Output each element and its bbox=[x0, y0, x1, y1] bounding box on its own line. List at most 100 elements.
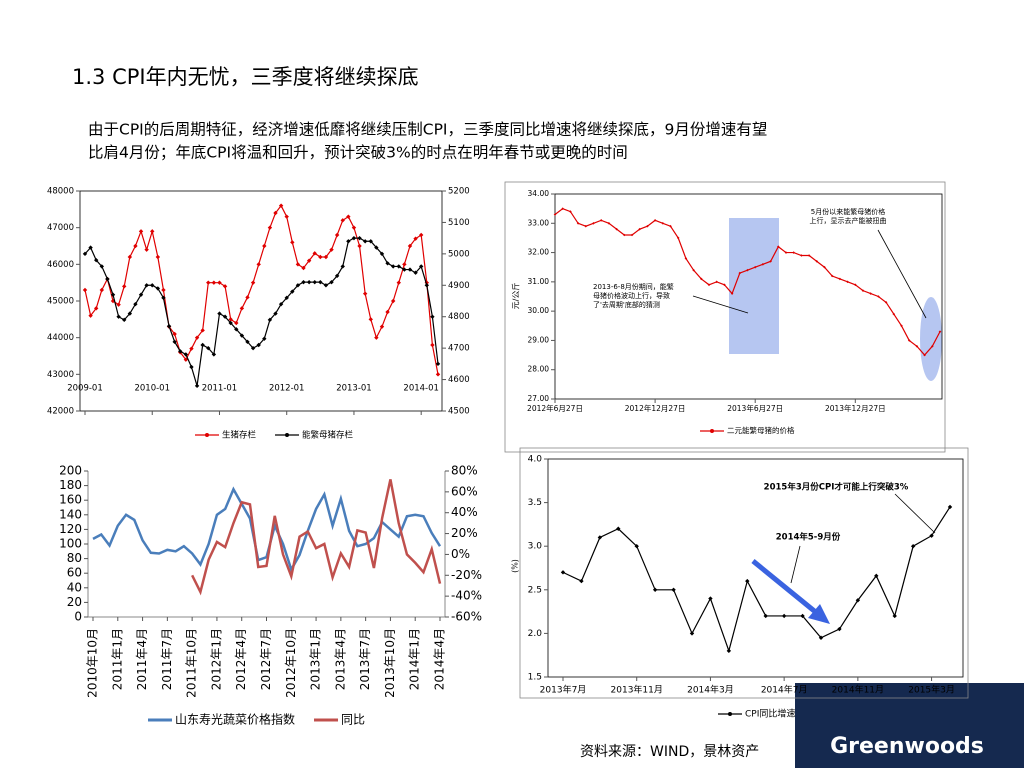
series-line bbox=[84, 204, 439, 375]
series-marker bbox=[623, 233, 626, 237]
series-marker bbox=[763, 613, 768, 619]
series-marker bbox=[278, 301, 284, 307]
series-marker bbox=[738, 271, 742, 275]
series-marker bbox=[94, 257, 99, 263]
series-marker bbox=[295, 283, 301, 288]
series-marker bbox=[250, 345, 256, 351]
series-marker bbox=[900, 324, 903, 328]
x-tick-label: 2014年1月 bbox=[408, 628, 422, 690]
x-tick-label: 2012年10月 bbox=[284, 628, 298, 698]
trend-arrow-head bbox=[808, 604, 830, 624]
series-marker bbox=[99, 287, 105, 293]
y-tick-label: 34.00 bbox=[528, 189, 550, 198]
pointer bbox=[894, 493, 936, 534]
series-marker bbox=[245, 339, 250, 345]
body-line: 比肩4月份；年底CPI将温和回升，预计突破3%的时点在明年春节或更晚的时间 bbox=[88, 144, 628, 162]
x-tick-label: 2013年7月 bbox=[358, 628, 372, 690]
series-marker bbox=[362, 291, 368, 296]
series-marker bbox=[402, 267, 407, 272]
y2-tick-label: 4500 bbox=[448, 407, 470, 417]
series-marker bbox=[273, 210, 278, 216]
series-marker bbox=[329, 247, 334, 252]
series-marker bbox=[907, 339, 911, 342]
legend-marker bbox=[728, 712, 732, 716]
series-marker bbox=[133, 243, 138, 249]
series-marker bbox=[707, 283, 711, 287]
series-marker bbox=[150, 229, 155, 234]
annotation: 2014年5-9月份 bbox=[776, 532, 841, 543]
series-marker bbox=[329, 279, 334, 285]
series-marker bbox=[553, 213, 557, 216]
y-tick-label: 45000 bbox=[47, 297, 74, 307]
series-marker bbox=[592, 221, 595, 225]
annotation: 上行，显示去产能被扭曲 bbox=[810, 216, 887, 225]
annotation: 2015年3月份CPI才可能上行突破3% bbox=[764, 482, 909, 493]
series-marker bbox=[424, 283, 429, 288]
series-marker bbox=[561, 207, 564, 210]
series-marker bbox=[435, 361, 441, 367]
series-marker bbox=[94, 306, 99, 311]
series-marker bbox=[312, 251, 317, 256]
series-marker bbox=[807, 254, 811, 257]
y2-tick-label: -20% bbox=[451, 568, 482, 582]
series-marker bbox=[597, 535, 603, 540]
y-tick-label: 43000 bbox=[47, 370, 74, 380]
y-tick-label: 3.0 bbox=[528, 542, 543, 552]
series-marker bbox=[200, 342, 205, 348]
series-marker bbox=[166, 323, 172, 329]
series-marker bbox=[346, 214, 351, 219]
series-marker bbox=[708, 596, 713, 601]
series-marker bbox=[413, 236, 418, 241]
series-marker bbox=[116, 314, 121, 319]
annotation: 母猪价格波动上行，导致 bbox=[593, 291, 670, 300]
series-marker bbox=[837, 626, 842, 632]
x-tick-label: 2015年3月 bbox=[908, 684, 955, 696]
series-marker bbox=[630, 233, 634, 237]
x-tick-label: 2011年7月 bbox=[160, 628, 174, 690]
series-marker bbox=[284, 214, 289, 219]
series-marker bbox=[334, 232, 340, 238]
y-tick-label: 160 bbox=[59, 493, 82, 507]
x-tick-label: 2012年7月 bbox=[259, 628, 273, 690]
series-marker bbox=[318, 279, 323, 285]
x-tick-label: 2014年11月 bbox=[832, 684, 884, 696]
series-marker bbox=[172, 339, 177, 345]
legend-label: 同比 bbox=[341, 713, 365, 727]
legend-label: CPI同比增速 bbox=[745, 708, 795, 720]
y-tick-label: 4.0 bbox=[528, 455, 543, 465]
legend-label: 二元能繁母猪的价格 bbox=[727, 425, 795, 435]
series-marker bbox=[892, 312, 896, 316]
series-marker bbox=[684, 257, 688, 260]
series-marker bbox=[346, 239, 351, 244]
series-marker bbox=[838, 277, 842, 281]
series-marker bbox=[211, 352, 217, 357]
series-marker bbox=[730, 292, 734, 295]
series-marker bbox=[569, 210, 572, 213]
series-marker bbox=[194, 335, 200, 340]
series-marker bbox=[211, 280, 217, 285]
series-marker bbox=[161, 295, 166, 301]
series-marker bbox=[278, 203, 284, 208]
series-marker bbox=[234, 327, 239, 332]
series-marker bbox=[357, 235, 362, 241]
series-marker bbox=[234, 320, 239, 326]
x-tick-label: 2013年12月27日 bbox=[825, 403, 886, 413]
series-marker bbox=[127, 254, 133, 260]
y-tick-label: 46000 bbox=[47, 260, 74, 270]
series-marker bbox=[239, 306, 245, 311]
y-tick-label: 140 bbox=[59, 507, 82, 521]
series-marker bbox=[194, 383, 200, 389]
series-marker bbox=[929, 533, 934, 538]
x-tick-label: 2013年1月 bbox=[309, 628, 323, 690]
series-marker bbox=[323, 283, 329, 288]
series-marker bbox=[390, 264, 396, 269]
series-marker bbox=[116, 302, 121, 307]
series-marker bbox=[368, 317, 373, 322]
series-marker bbox=[753, 265, 757, 269]
series-marker bbox=[150, 283, 155, 288]
x-tick-label: 2014-01 bbox=[403, 384, 439, 394]
series-marker bbox=[368, 239, 373, 244]
y2-tick-label: 4800 bbox=[448, 312, 470, 322]
series-marker bbox=[256, 342, 261, 348]
series-marker bbox=[99, 264, 105, 269]
